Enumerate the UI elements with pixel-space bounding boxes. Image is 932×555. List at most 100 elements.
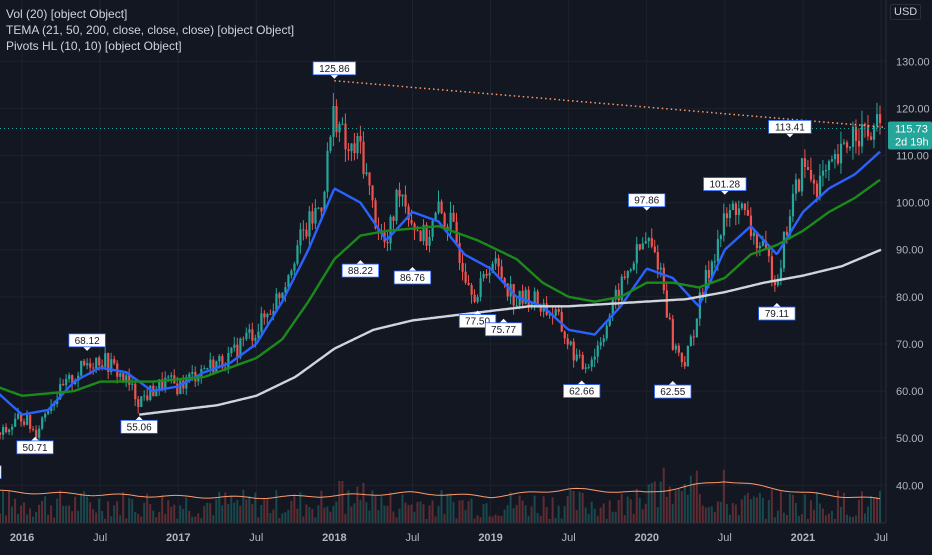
volume-bar [368, 510, 371, 523]
candle [527, 286, 530, 312]
volume-bar [422, 504, 425, 523]
volume-bar [848, 516, 851, 523]
volume-bar [5, 515, 8, 523]
candle [758, 242, 762, 256]
candle [851, 121, 855, 160]
pivot-box [393, 270, 432, 285]
candle-body [857, 140, 861, 147]
candle [404, 185, 407, 214]
volume-bar [302, 516, 305, 523]
pivot-value: 88.22 [348, 266, 373, 277]
candle-body [587, 366, 590, 368]
currency-badge[interactable]: USD [890, 4, 922, 20]
volume-bar [641, 509, 644, 523]
candle-body [791, 193, 795, 217]
volume-bar [698, 493, 701, 523]
candle [236, 337, 239, 365]
candle-body [851, 126, 855, 147]
candle-body [35, 429, 38, 438]
candle [65, 374, 68, 391]
volume-bar [458, 500, 461, 523]
volume-bar [773, 517, 776, 523]
volume-bar [284, 512, 287, 523]
volume-bar [866, 506, 869, 523]
candle [662, 263, 665, 295]
pivot-label-high: 101.28 [703, 177, 747, 195]
candle-body [113, 359, 116, 364]
volume-bar [281, 513, 284, 523]
volume-bar [347, 490, 350, 523]
candle [149, 385, 152, 402]
candle-body [440, 201, 443, 214]
pivot-pointer [31, 436, 40, 441]
volume-bar [845, 514, 848, 523]
candle-body [770, 256, 774, 281]
candle [644, 232, 647, 245]
candle-body [86, 363, 89, 366]
candle-body [686, 345, 689, 367]
candle-body [443, 213, 446, 227]
pivot-box [120, 419, 158, 434]
volume-bar [638, 498, 641, 523]
volume-bar [383, 505, 386, 523]
time-tick-label: Jul [249, 532, 263, 544]
candle-body [269, 313, 272, 315]
volume-bar [605, 518, 608, 523]
candle-body [107, 353, 110, 372]
candle-body [710, 261, 713, 279]
volume-bar [545, 507, 548, 523]
candle-body [0, 432, 2, 435]
candle-body [740, 203, 744, 209]
candle [803, 149, 807, 179]
candle-body [494, 258, 497, 264]
volume-bar [143, 502, 146, 523]
volume-bar [437, 506, 440, 523]
volume-bar [17, 513, 20, 523]
volume-bar [257, 517, 260, 523]
pivot-pointer [499, 318, 508, 323]
candle [773, 275, 777, 292]
volume-bar [857, 499, 860, 523]
volume-bar [656, 506, 659, 523]
volume-bar [776, 510, 779, 523]
candle-body [506, 283, 509, 297]
candle-body [395, 189, 398, 221]
volume-bar [710, 506, 713, 523]
volume-bar [278, 517, 281, 523]
volume-bar [230, 495, 233, 523]
candle-body [38, 428, 41, 438]
volume-bar [623, 514, 626, 523]
volume-bar [98, 498, 101, 523]
price-tick-label: 50.00 [896, 433, 924, 445]
candle-body [302, 229, 305, 231]
candle-body [161, 379, 164, 389]
volume-bar [785, 514, 788, 523]
legend-volume[interactable]: Vol (20) [object Object] [6, 7, 128, 21]
volume-bar [629, 499, 632, 523]
candle [653, 239, 656, 254]
candle [521, 284, 524, 309]
candle [269, 309, 272, 315]
volume-bar [590, 501, 593, 523]
candle [860, 110, 864, 154]
volume-bar [455, 518, 458, 523]
candle-body [191, 371, 194, 375]
candle-body [359, 136, 362, 142]
candle-body [734, 203, 738, 215]
candle-body [548, 314, 551, 316]
time-tick-label: 2017 [166, 532, 190, 544]
pivot-pointer [668, 381, 677, 386]
candle-body [563, 331, 566, 339]
candle-body [647, 238, 650, 242]
volume-bar [377, 510, 380, 523]
candle-body [458, 242, 461, 264]
price-tick-label: 120.00 [896, 103, 930, 115]
legend-pivots[interactable]: Pivots HL (10, 10) [object Object] [6, 39, 182, 53]
legend-tema[interactable]: TEMA (21, 50, 200, close, close, close) … [6, 23, 295, 37]
volume-bar [32, 516, 35, 523]
candle-body [398, 189, 401, 197]
candle-body [284, 287, 287, 293]
candle-body [278, 293, 281, 299]
